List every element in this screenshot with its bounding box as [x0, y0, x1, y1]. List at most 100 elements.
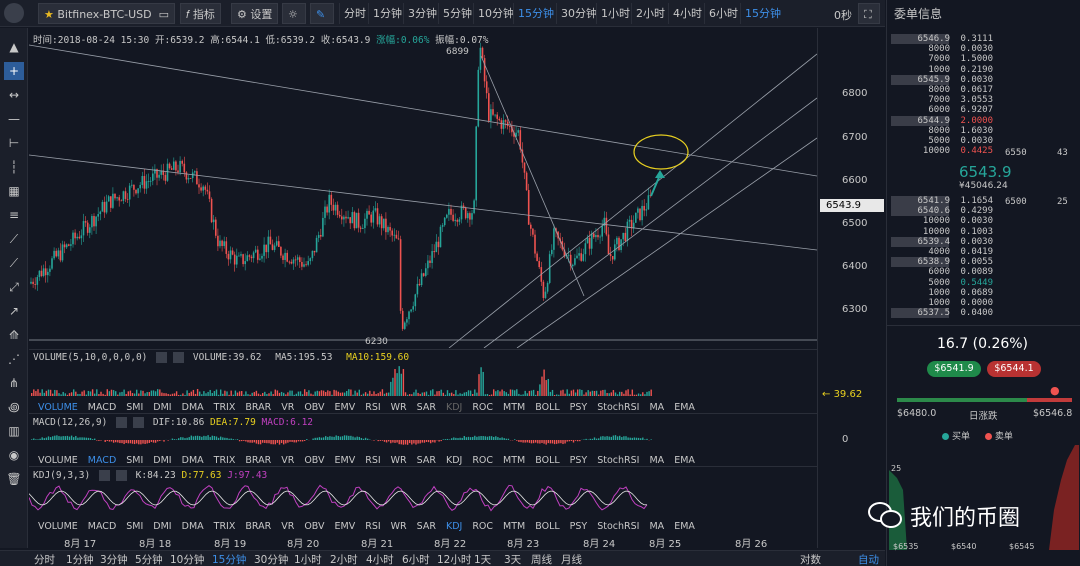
- indicator-tab[interactable]: VR: [281, 455, 295, 466]
- ask-row[interactable]: 6546.9 0.3111: [887, 34, 1080, 44]
- close-mini-icon[interactable]: [115, 470, 127, 481]
- bid-row[interactable]: 1000 0.0689: [928, 287, 993, 298]
- indicator-tab[interactable]: BOLL: [535, 521, 560, 532]
- bid-row[interactable]: 6540.6 0.4299: [887, 206, 1080, 217]
- bottom-timeframe-tab[interactable]: 1分钟: [66, 554, 94, 566]
- indicator-tab[interactable]: WR: [390, 402, 407, 413]
- indicator-tab[interactable]: ROC: [472, 455, 494, 466]
- indicator-tab[interactable]: VOLUME: [38, 521, 78, 532]
- bottom-timeframe-tab[interactable]: 6小时: [402, 554, 430, 566]
- bottom-timeframe-tab[interactable]: 3分钟: [100, 554, 128, 566]
- indicator-tab[interactable]: SAR: [416, 521, 436, 532]
- indicator-tab[interactable]: BRAR: [245, 455, 272, 466]
- trash-icon[interactable]: 🗑: [6, 472, 22, 486]
- fib-fan-icon[interactable]: ⟰: [8, 328, 20, 342]
- indicator-button[interactable]: 𝑓 指标: [180, 3, 221, 24]
- indicator-tab[interactable]: EMA: [674, 521, 695, 532]
- bottom-timeframe-tab[interactable]: 月线: [561, 554, 582, 566]
- spiral-icon[interactable]: ꩜: [8, 399, 20, 414]
- trend-line-icon[interactable]: ⟋: [9, 231, 19, 246]
- indicator-tab[interactable]: MTM: [503, 455, 526, 466]
- ask-row[interactable]: 6544.9 2.0000: [887, 115, 1080, 126]
- bottom-timeframe-tab[interactable]: 12小时: [437, 554, 472, 566]
- bid-row[interactable]: 6538.9 0.0055: [887, 257, 1080, 268]
- theme-button[interactable]: ☼: [282, 3, 306, 24]
- indicator-tab[interactable]: RSI: [365, 402, 381, 413]
- price-axis[interactable]: 6800 6700 6600 6500 6400 6300 6543.9 ← 3…: [817, 28, 885, 548]
- indicator-tab[interactable]: DMI: [153, 402, 172, 413]
- crosshair-icon[interactable]: +: [4, 62, 24, 80]
- ask-row[interactable]: 1000 0.2190: [928, 64, 993, 75]
- indicator-tab[interactable]: EMA: [674, 455, 695, 466]
- timeframe-tab[interactable]: 5分钟: [438, 3, 476, 24]
- symbol-selector[interactable]: ★ Bitfinex-BTC-USD ▭: [38, 3, 175, 24]
- bid-row[interactable]: 4000 0.0419: [928, 247, 993, 257]
- indicator-tab[interactable]: SAR: [416, 455, 436, 466]
- indicator-tab[interactable]: OBV: [304, 521, 325, 532]
- bottom-timeframe-tab[interactable]: 5分钟: [135, 554, 163, 566]
- sell-price-pill[interactable]: $6544.1: [987, 361, 1041, 377]
- ask-row[interactable]: 8000 0.0030: [928, 44, 993, 55]
- timeframe-tab[interactable]: 4小时: [668, 3, 706, 24]
- buy-price-pill[interactable]: $6541.9: [927, 361, 981, 377]
- indicator-tab[interactable]: VOLUME: [38, 455, 78, 466]
- bottom-timeframe-tab[interactable]: 周线: [531, 554, 552, 566]
- bottom-timeframe-tab[interactable]: 10分钟: [170, 554, 205, 566]
- indicator-tab[interactable]: MTM: [503, 521, 526, 532]
- timeframe-tab[interactable]: 2小时: [631, 3, 669, 24]
- indicator-tab[interactable]: ROC: [472, 521, 494, 532]
- indicator-tab[interactable]: MACD: [87, 521, 117, 532]
- close-mini-icon[interactable]: [133, 417, 145, 428]
- cursor-icon[interactable]: ▲: [9, 40, 19, 54]
- fullscreen-button[interactable]: ⛶: [858, 3, 880, 24]
- indicator-tab[interactable]: BOLL: [535, 402, 560, 413]
- indicator-tab[interactable]: EMA: [674, 402, 695, 413]
- timeframe-tab[interactable]: 分时: [339, 3, 370, 24]
- extended-line-icon[interactable]: ⤢: [9, 279, 19, 294]
- pitchfork-icon[interactable]: ⋔: [8, 376, 20, 390]
- parallel-channel-icon[interactable]: ≡: [8, 208, 20, 222]
- bid-row[interactable]: 6541.9 1.1654: [887, 196, 1080, 206]
- indicator-tab[interactable]: KDJ: [445, 455, 463, 466]
- indicator-tab[interactable]: TRIX: [213, 402, 236, 413]
- indicator-tab[interactable]: TRIX: [213, 521, 236, 532]
- indicator-tab[interactable]: VR: [281, 521, 295, 532]
- indicator-tab[interactable]: BRAR: [245, 402, 272, 413]
- indicator-tab[interactable]: StochRSI: [597, 455, 640, 466]
- close-mini-icon[interactable]: [173, 352, 185, 363]
- bid-row[interactable]: 10000 0.1003: [922, 226, 993, 237]
- timeframe-tab[interactable]: 30分钟: [556, 3, 601, 24]
- indicator-tab[interactable]: VOLUME: [38, 402, 78, 413]
- bottom-timeframe-tab[interactable]: 3天: [504, 554, 522, 566]
- indicator-tab[interactable]: MACD: [87, 402, 117, 413]
- indicator-tab[interactable]: EMV: [334, 521, 356, 532]
- bottom-timeframe-tab[interactable]: 1小时: [294, 554, 322, 566]
- bid-row[interactable]: 6537.5 0.0400: [887, 308, 1080, 319]
- price-line-icon[interactable]: ▦: [8, 184, 20, 198]
- indicator-tab[interactable]: VR: [281, 402, 295, 413]
- indicator-tab[interactable]: SMI: [126, 521, 144, 532]
- indicator-tab[interactable]: EMV: [334, 455, 356, 466]
- auto-scale-button[interactable]: 自动: [858, 554, 879, 566]
- indicator-tab[interactable]: MA: [649, 402, 665, 413]
- gann-fan-icon[interactable]: ⋰: [8, 352, 20, 366]
- indicator-tab[interactable]: OBV: [304, 402, 325, 413]
- indicator-tab[interactable]: SMI: [126, 402, 144, 413]
- indicator-tab[interactable]: MA: [649, 521, 665, 532]
- bid-row[interactable]: 10000 0.0030: [922, 216, 993, 227]
- ask-row[interactable]: 6545.9 0.0030: [887, 74, 1080, 85]
- arrow-line-icon[interactable]: ↗: [8, 304, 20, 318]
- ask-row[interactable]: 10000 0.4425: [922, 146, 993, 157]
- bottom-timeframe-tab[interactable]: 30分钟: [254, 554, 289, 566]
- bid-row[interactable]: 1000 0.0000: [928, 298, 993, 308]
- draw-button[interactable]: ✎: [310, 3, 334, 24]
- indicator-tab[interactable]: SMI: [126, 455, 144, 466]
- indicator-tab[interactable]: SAR: [416, 402, 436, 413]
- bottom-timeframe-tab[interactable]: 15分钟: [212, 554, 247, 566]
- indicator-tab[interactable]: DMA: [181, 521, 204, 532]
- ask-row[interactable]: 5000 0.0030: [928, 136, 993, 146]
- timeframe-tab[interactable]: 1小时: [596, 3, 634, 24]
- timeframe-tab[interactable]: 15分钟: [740, 3, 785, 24]
- indicator-tab[interactable]: TRIX: [213, 455, 236, 466]
- bottom-timeframe-tab[interactable]: 1天: [474, 554, 492, 566]
